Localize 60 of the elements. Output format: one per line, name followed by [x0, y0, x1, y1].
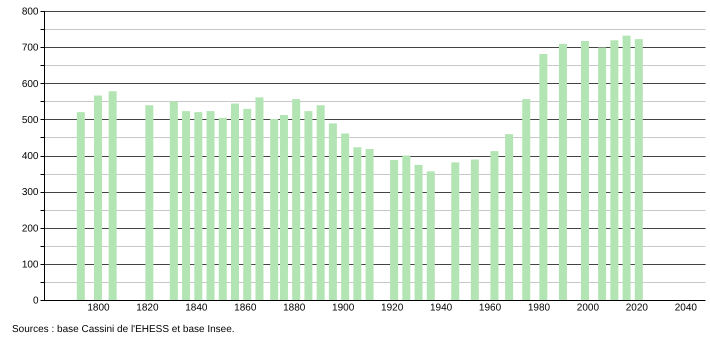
x-tick-label: 1800 [87, 302, 110, 314]
bar [598, 47, 606, 300]
bar [206, 111, 215, 300]
bar [414, 164, 423, 300]
x-tick-label: 1820 [136, 302, 159, 314]
y-tick-label: 300 [22, 187, 39, 198]
bar [505, 134, 514, 300]
bar [390, 160, 398, 300]
bar [622, 36, 631, 300]
y-tick-label: 0 [32, 296, 39, 306]
bar [270, 119, 278, 300]
bar [218, 118, 227, 300]
source-note: Sources : base Cassini de l'EHESS et base Insee. [12, 324, 235, 335]
bar [490, 151, 498, 300]
bar [280, 115, 288, 300]
x-tick-label: 1880 [283, 302, 306, 314]
bar [539, 54, 548, 300]
bar [94, 96, 102, 300]
x-tick-label: 1940 [430, 302, 453, 314]
bar [108, 91, 117, 300]
y-tick-label: 200 [22, 223, 39, 234]
bar [304, 111, 312, 300]
bar [610, 40, 618, 300]
x-tick-label: 1980 [528, 302, 551, 314]
bar [366, 149, 374, 300]
bar [451, 162, 460, 300]
x-tick-label: 2000 [576, 302, 600, 314]
bar [145, 105, 154, 300]
bar [522, 99, 530, 300]
bar [255, 97, 264, 300]
bar [194, 112, 202, 300]
bar [182, 111, 190, 300]
bar [316, 105, 325, 300]
bar [170, 101, 178, 300]
x-tick-label: 2040 [674, 302, 698, 314]
x-tick-label: 1960 [478, 302, 502, 314]
bar [402, 156, 410, 300]
bar [353, 147, 362, 300]
bar [292, 99, 300, 300]
y-tick-label: 400 [22, 151, 39, 162]
x-tick-label: 1900 [332, 302, 355, 314]
bar [470, 159, 479, 300]
bar [328, 123, 337, 300]
bar [426, 171, 435, 300]
y-tick-label: 100 [22, 259, 39, 270]
y-tick-label: 800 [22, 6, 39, 18]
x-tick-label: 1840 [185, 302, 208, 314]
x-tick-label: 2020 [626, 302, 648, 314]
y-tick-label: 500 [22, 114, 39, 126]
x-tick-label: 1860 [234, 302, 257, 314]
bar [341, 133, 350, 300]
bar [634, 39, 643, 300]
y-tick-label: 600 [22, 78, 39, 90]
x-tick-label: 1920 [381, 302, 404, 314]
bar [558, 44, 567, 300]
y-tick-label: 700 [22, 42, 39, 54]
bar [231, 103, 239, 300]
bar [76, 112, 85, 300]
bar [243, 108, 252, 300]
bar [580, 40, 589, 300]
